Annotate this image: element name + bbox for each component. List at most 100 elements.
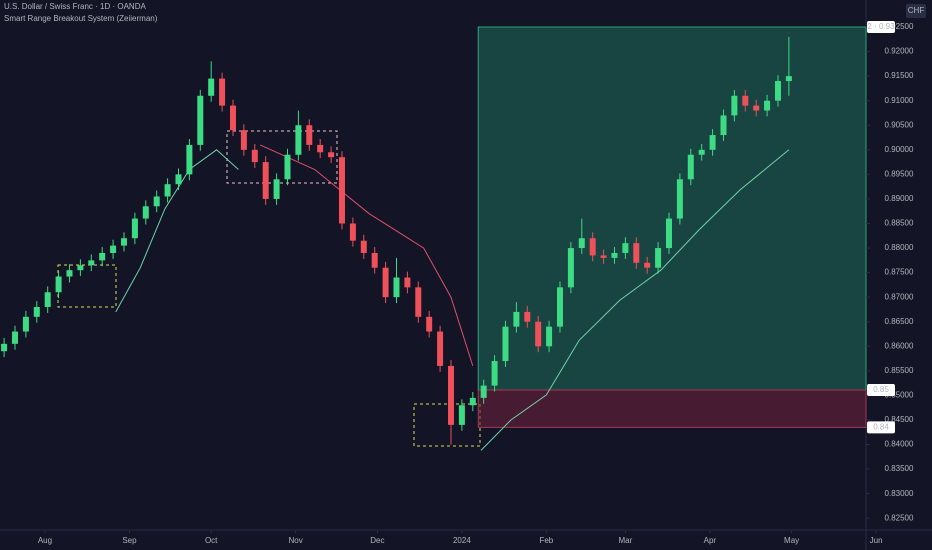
- candle-body: [360, 240, 367, 253]
- candle-body: [742, 95, 749, 106]
- y-tick-label: 0.85000: [885, 391, 914, 400]
- candle-body: [676, 179, 683, 219]
- candle-body: [131, 218, 138, 239]
- target-label: 2 · 0.93: [867, 22, 895, 31]
- candle-body: [785, 76, 792, 82]
- trailing-line: [259, 144, 474, 367]
- candle-body: [611, 252, 618, 258]
- candle-body: [567, 248, 574, 288]
- x-tick-label: Jun: [870, 536, 883, 545]
- candle-body: [393, 277, 400, 298]
- y-tick-label: 0.85500: [885, 366, 914, 375]
- candle-body: [469, 397, 476, 406]
- x-tick-label: May: [784, 536, 799, 545]
- candle-body: [415, 287, 422, 317]
- stop-zone: [477, 389, 867, 428]
- x-tick-label: Dec: [370, 536, 384, 545]
- candle-body: [229, 105, 236, 131]
- y-tick-label: 0.87000: [885, 292, 914, 301]
- y-tick-label: 0.91500: [885, 71, 914, 80]
- candle-body: [698, 149, 705, 155]
- candle-body: [731, 95, 738, 116]
- candle-body: [556, 287, 563, 327]
- candle-body: [317, 144, 324, 153]
- candle-body: [11, 331, 18, 344]
- y-tick-label: 0.92500: [885, 22, 914, 31]
- candle-body: [142, 206, 149, 219]
- y-tick-label: 0.83500: [885, 464, 914, 473]
- x-tick-label: Sep: [122, 536, 137, 545]
- y-tick-label: 0.87500: [885, 268, 914, 277]
- stop-label: 0.84: [873, 422, 889, 431]
- candle-body: [197, 95, 204, 145]
- candle-body: [306, 125, 313, 145]
- y-tick-label: 0.91000: [885, 96, 914, 105]
- y-tick-label: 0.82500: [885, 513, 914, 522]
- candle-body: [164, 184, 171, 197]
- y-tick-label: 0.88500: [885, 219, 914, 228]
- currency-badge[interactable]: [906, 4, 926, 18]
- x-tick-label: Aug: [38, 536, 52, 545]
- entry-label-box: [867, 384, 895, 397]
- candle-body: [33, 306, 40, 317]
- candle-body: [349, 223, 356, 241]
- y-tick-label: 0.90000: [885, 145, 914, 154]
- candle-body: [273, 179, 280, 199]
- target-zone: [477, 26, 867, 391]
- candle-body: [66, 270, 73, 277]
- candle-body: [513, 311, 520, 327]
- candle-body: [524, 311, 531, 322]
- candle-body: [753, 105, 760, 111]
- entry-label: 0.85: [873, 385, 889, 394]
- y-tick-label: 0.86000: [885, 341, 914, 350]
- candle-body: [458, 405, 465, 425]
- candle-body: [208, 78, 215, 96]
- x-tick-label: Feb: [539, 536, 553, 545]
- candle-body: [764, 100, 771, 111]
- y-tick-label: 0.92000: [885, 47, 914, 56]
- candle-body: [240, 130, 247, 150]
- candle-body: [175, 174, 182, 185]
- candle-body: [665, 218, 672, 249]
- trailing-line: [480, 149, 790, 451]
- candle-body: [22, 316, 29, 332]
- candle-body: [600, 255, 607, 258]
- candle-body: [578, 238, 585, 249]
- candle-body: [447, 365, 454, 425]
- candle-body: [284, 154, 291, 180]
- candle-body: [622, 243, 629, 253]
- plot-area: [1, 26, 867, 451]
- y-tick-label: 0.89000: [885, 194, 914, 203]
- currency: CHF: [908, 6, 925, 15]
- candle-body: [687, 154, 694, 180]
- candle-body: [655, 248, 662, 268]
- candle-body: [110, 245, 117, 253]
- candle-body: [1, 343, 8, 352]
- candle-body: [99, 252, 106, 261]
- stop-label-box: [867, 421, 895, 434]
- candle-body: [88, 260, 95, 266]
- y-tick-label: 0.84000: [885, 440, 914, 449]
- y-tick-label: 0.88000: [885, 243, 914, 252]
- candle-body: [153, 196, 160, 207]
- candle-body: [437, 331, 444, 366]
- x-tick-label: Oct: [205, 536, 218, 545]
- y-tick-label: 0.89500: [885, 169, 914, 178]
- x-tick-label: Mar: [618, 536, 632, 545]
- candle-body: [77, 265, 84, 271]
- candle-body: [186, 144, 193, 175]
- candle-body: [480, 385, 487, 398]
- trailing-line: [115, 149, 239, 313]
- candle-body: [774, 81, 781, 101]
- candle-body: [262, 162, 269, 199]
- indicator-name: Smart Range Breakout System (Zeiierman): [4, 14, 158, 23]
- candle-body: [219, 78, 226, 106]
- candle-body: [709, 135, 716, 150]
- candle-body: [371, 252, 378, 268]
- candle-body: [589, 238, 596, 256]
- y-tick-label: 0.84500: [885, 415, 914, 424]
- candle-body: [644, 262, 651, 268]
- candle-body: [426, 316, 433, 332]
- chart-title: U.S. Dollar / Swiss Franc · 1D · OANDA: [4, 2, 146, 11]
